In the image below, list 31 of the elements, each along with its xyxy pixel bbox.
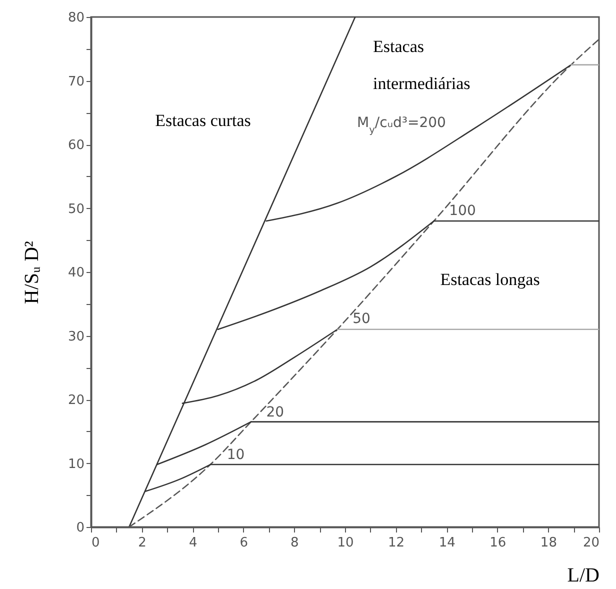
annotation: Estacas curtas <box>155 111 251 130</box>
x-tick-label: 12 <box>388 536 405 550</box>
y-tick-label: 70 <box>68 74 84 90</box>
annotation: Estacas <box>373 37 424 56</box>
annotation: Estacas longas <box>440 270 540 289</box>
x-tick-label: 2 <box>138 536 146 550</box>
y-tick-label: 50 <box>68 202 84 217</box>
y-axis-title: H/Sᵤ D² <box>20 240 43 304</box>
annotation: 20 <box>266 404 284 420</box>
x-tick-label: 8 <box>290 536 299 550</box>
x-tick-label: 14 <box>438 536 456 550</box>
annotation: intermediárias <box>373 74 470 93</box>
y-tick-label: 30 <box>68 329 84 344</box>
y-tick-label: 60 <box>68 138 84 153</box>
x-tick-label: 4 <box>188 536 198 550</box>
x-tick-label: 20 <box>582 536 600 550</box>
y-tick-label: 80 <box>68 10 84 26</box>
x-tick-label: 6 <box>240 536 248 550</box>
y-tick-label: 20 <box>68 393 84 408</box>
y-tick-label: 40 <box>68 266 84 280</box>
x-axis-title: L/D <box>567 564 600 586</box>
annotation: 10 <box>226 446 245 463</box>
y-tick-label: 0 <box>76 520 84 536</box>
annotation: 100 <box>449 202 476 219</box>
annotation: 50 <box>352 311 370 328</box>
x-tick-label: 0 <box>92 536 100 550</box>
x-tick-label: 16 <box>490 536 506 550</box>
x-tick-label: 10 <box>337 536 354 550</box>
x-tick-label: 18 <box>540 536 557 550</box>
y-tick-label: 10 <box>68 456 84 472</box>
annotation: M$_{y}$/cᵤd³=200 <box>357 115 446 136</box>
